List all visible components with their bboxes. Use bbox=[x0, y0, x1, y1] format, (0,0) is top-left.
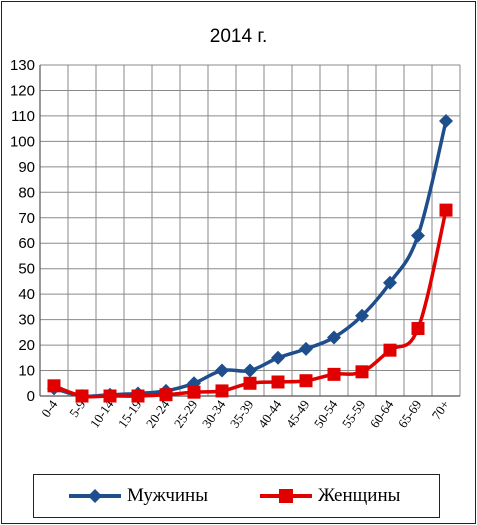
x-tick-label: 60-64 bbox=[367, 397, 397, 431]
data-point-men bbox=[411, 228, 425, 243]
series-layer bbox=[47, 114, 453, 403]
x-tick-label: 65-69 bbox=[395, 397, 425, 430]
data-point-men bbox=[215, 363, 229, 378]
x-tick-label: 0-4 bbox=[38, 397, 61, 420]
data-point-women bbox=[215, 384, 229, 398]
data-point-women bbox=[299, 374, 313, 388]
data-point-women bbox=[47, 379, 61, 393]
y-tick-label: 40 bbox=[18, 286, 35, 303]
y-tick-label: 120 bbox=[10, 82, 35, 99]
data-point-women bbox=[411, 322, 425, 336]
data-point-women bbox=[439, 203, 453, 217]
y-tick-label: 90 bbox=[18, 159, 35, 176]
y-tick-label: 110 bbox=[11, 108, 35, 125]
data-point-men bbox=[355, 308, 369, 323]
square-marker-icon bbox=[260, 489, 312, 503]
diamond-marker-icon bbox=[69, 489, 121, 503]
data-point-women bbox=[187, 385, 201, 399]
data-point-women bbox=[243, 376, 257, 390]
data-point-women bbox=[271, 375, 285, 389]
data-point-men bbox=[327, 330, 341, 345]
data-point-men bbox=[383, 275, 397, 290]
y-tick-label: 50 bbox=[18, 261, 35, 278]
grid-layer bbox=[39, 64, 461, 397]
y-tick-label: 100 bbox=[10, 133, 35, 150]
data-point-women bbox=[103, 389, 117, 403]
data-point-women bbox=[355, 365, 369, 379]
legend-item-men: Мужчины bbox=[69, 475, 208, 517]
legend-label-women: Женщины bbox=[318, 485, 401, 506]
x-tick-label: 70+ bbox=[429, 397, 453, 422]
data-point-men bbox=[271, 350, 285, 365]
data-point-women bbox=[131, 389, 145, 403]
y-tick-label: 60 bbox=[18, 235, 35, 252]
y-tick-label: 20 bbox=[18, 337, 35, 354]
legend-item-women: Женщины bbox=[260, 475, 400, 517]
data-point-women bbox=[383, 343, 397, 357]
data-point-men bbox=[299, 341, 313, 356]
data-point-women bbox=[327, 367, 341, 381]
x-tick-label: 25-29 bbox=[171, 397, 201, 430]
x-tick-label: 40-44 bbox=[255, 397, 285, 431]
y-tick-label: 80 bbox=[18, 184, 35, 201]
x-tick-label: 20-24 bbox=[143, 397, 173, 431]
x-tick-label: 30-34 bbox=[199, 397, 229, 431]
x-tick-label: 50-54 bbox=[311, 397, 341, 431]
legend-label-men: Мужчины bbox=[127, 485, 208, 506]
legend: Мужчины Женщины bbox=[33, 474, 440, 518]
y-tick-label: 30 bbox=[18, 312, 35, 329]
y-tick-label: 0 bbox=[27, 388, 35, 405]
y-tick-label: 10 bbox=[18, 363, 35, 380]
x-tick-label: 55-59 bbox=[339, 397, 369, 430]
x-tick-label: 45-49 bbox=[283, 397, 313, 430]
chart-title: 2014 г. bbox=[209, 26, 268, 47]
x-tick-label: 35-39 bbox=[227, 397, 257, 430]
data-point-women bbox=[159, 388, 173, 402]
y-tick-label: 130 bbox=[10, 57, 35, 74]
data-point-men bbox=[243, 363, 257, 378]
data-point-women bbox=[75, 389, 89, 403]
y-tick-label: 70 bbox=[18, 210, 35, 227]
data-point-men bbox=[439, 114, 453, 129]
